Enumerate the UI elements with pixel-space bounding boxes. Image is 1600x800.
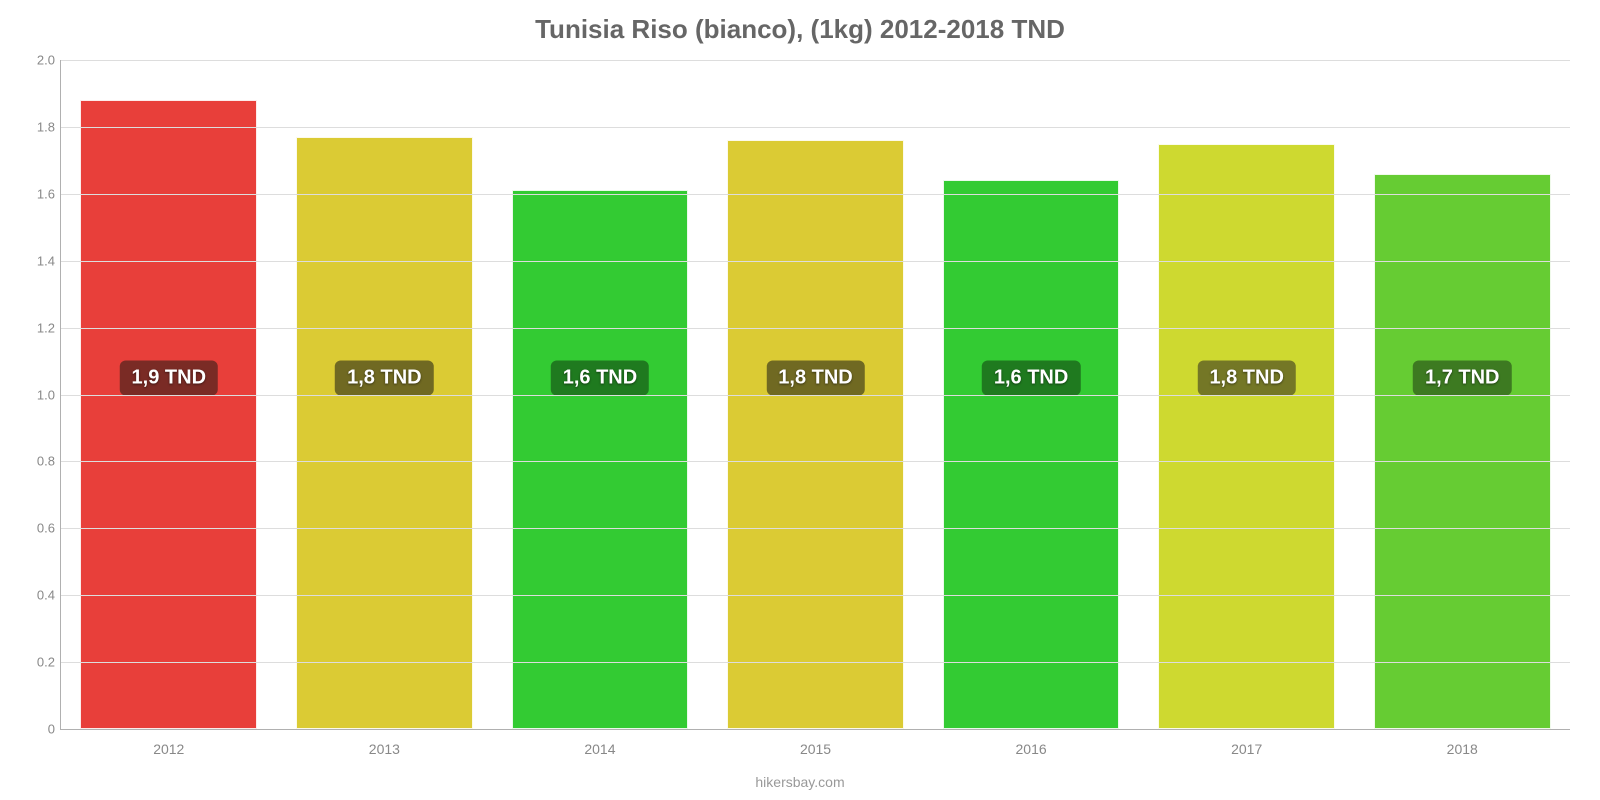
bar: 1,7 TND — [1374, 174, 1551, 729]
y-tick-label: 0.4 — [19, 588, 55, 603]
grid-line — [61, 127, 1570, 128]
y-tick-label: 1.6 — [19, 186, 55, 201]
y-tick-label: 1.2 — [19, 320, 55, 335]
credit-text: hikersbay.com — [0, 774, 1600, 790]
bar: 1,8 TND — [296, 137, 473, 729]
grid-line — [61, 261, 1570, 262]
chart-area: 1,9 TND 1,8 TND 1,6 TND 1,8 TND 1,6 TND 1,8 T… — [60, 60, 1570, 730]
y-tick-label: 0 — [19, 722, 55, 737]
plot-area: 1,9 TND 1,8 TND 1,6 TND 1,8 TND 1,6 TND 1,8 T… — [60, 60, 1570, 730]
grid-line — [61, 461, 1570, 462]
x-tick-label: 2017 — [1139, 741, 1355, 757]
bar-value-label: 1,8 TND — [335, 360, 433, 395]
bar: 1,8 TND — [1158, 144, 1335, 729]
grid-line — [61, 662, 1570, 663]
bar-value-label: 1,6 TND — [982, 361, 1080, 396]
bar-value-label: 1,9 TND — [120, 360, 218, 395]
x-tick-label: 2018 — [1354, 741, 1570, 757]
y-tick-label: 0.6 — [19, 521, 55, 536]
bar-value-label: 1,7 TND — [1413, 361, 1511, 396]
grid-line — [61, 595, 1570, 596]
x-tick-label: 2015 — [708, 741, 924, 757]
x-axis-labels: 2012201320142015201620172018 — [61, 741, 1570, 757]
y-tick-label: 1.0 — [19, 387, 55, 402]
chart-title: Tunisia Riso (bianco), (1kg) 2012-2018 T… — [0, 0, 1600, 45]
bar: 1,6 TND — [512, 190, 689, 729]
x-tick-label: 2014 — [492, 741, 708, 757]
bar-value-label: 1,8 TND — [1197, 360, 1295, 395]
bar-value-label: 1,6 TND — [551, 361, 649, 396]
grid-line — [61, 194, 1570, 195]
bar: 1,6 TND — [943, 180, 1120, 729]
y-tick-label: 1.4 — [19, 253, 55, 268]
bar: 1,8 TND — [727, 140, 904, 729]
y-tick-label: 0.8 — [19, 454, 55, 469]
grid-line — [61, 395, 1570, 396]
y-tick-label: 2.0 — [19, 53, 55, 68]
x-tick-label: 2012 — [61, 741, 277, 757]
y-tick-label: 0.2 — [19, 655, 55, 670]
grid-line — [61, 60, 1570, 61]
x-tick-label: 2016 — [923, 741, 1139, 757]
grid-line — [61, 528, 1570, 529]
y-tick-label: 1.8 — [19, 119, 55, 134]
x-tick-label: 2013 — [277, 741, 493, 757]
bar-value-label: 1,8 TND — [766, 360, 864, 395]
grid-line — [61, 328, 1570, 329]
